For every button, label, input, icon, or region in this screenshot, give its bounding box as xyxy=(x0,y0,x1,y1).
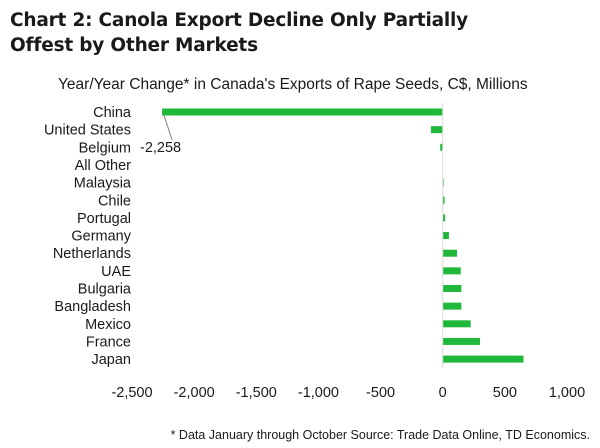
bar-netherlands xyxy=(442,249,458,257)
bars-group xyxy=(162,108,524,363)
x-tick-label: 500 xyxy=(493,385,517,401)
category-label-netherlands: Netherlands xyxy=(53,246,131,262)
category-label-malaysia: Malaysia xyxy=(74,176,132,192)
category-label-bulgaria: Bulgaria xyxy=(78,282,132,298)
category-label-mexico: Mexico xyxy=(85,317,131,333)
bar-germany xyxy=(442,232,449,240)
x-tick-label: 0 xyxy=(439,385,447,401)
category-label-chile: Chile xyxy=(98,193,131,209)
category-label-bangladesh: Bangladesh xyxy=(54,299,131,315)
bar-united-states xyxy=(430,126,443,134)
category-label-uae: UAE xyxy=(101,264,131,280)
bar-japan xyxy=(442,355,524,363)
x-tick-label: -500 xyxy=(366,385,395,401)
annotations: -2,258 xyxy=(140,115,181,156)
x-tick-label: 1,000 xyxy=(549,385,585,401)
category-label-china: China xyxy=(93,105,132,121)
bar-uae xyxy=(442,267,461,275)
annotation-leader-line xyxy=(163,115,173,141)
category-label-portugal: Portugal xyxy=(77,211,131,227)
x-tick-label: -1,500 xyxy=(236,385,277,401)
x-axis-tick-labels: -2,500 -2,000 -1,500 -1,000 -500 0 500 1,000 xyxy=(111,385,585,401)
bar-bulgaria xyxy=(442,285,462,292)
chart-title-line-2: Offest by Other Markets xyxy=(10,35,258,56)
category-label-france: France xyxy=(86,334,131,350)
bar-china xyxy=(162,108,443,116)
category-label-japan: Japan xyxy=(91,352,131,368)
category-label-germany: Germany xyxy=(71,229,131,245)
category-label-united-states: United States xyxy=(44,123,131,139)
x-tick-label: -2,000 xyxy=(174,385,215,401)
chart-title-line-1: Chart 2: Canola Export Decline Only Part… xyxy=(10,10,469,31)
footnote: * Data January through October Source: T… xyxy=(170,428,590,442)
bar-belgium xyxy=(440,143,443,151)
bar-mexico xyxy=(442,320,471,328)
category-label-belgium: Belgium xyxy=(79,140,131,156)
bar-chile xyxy=(442,196,445,204)
bar-portugal xyxy=(442,214,446,222)
category-label-all-other: All Other xyxy=(75,158,132,174)
chart-subtitle: Year/Year Change* in Canada's Exports of… xyxy=(58,76,528,93)
x-tick-label: -2,500 xyxy=(111,385,152,401)
x-tick-label: -1,000 xyxy=(298,385,339,401)
annotation-label: -2,258 xyxy=(140,140,181,156)
bar-bangladesh xyxy=(442,302,462,310)
bar-france xyxy=(442,337,480,345)
chart-title: Chart 2: Canola Export Decline Only Part… xyxy=(10,8,590,58)
